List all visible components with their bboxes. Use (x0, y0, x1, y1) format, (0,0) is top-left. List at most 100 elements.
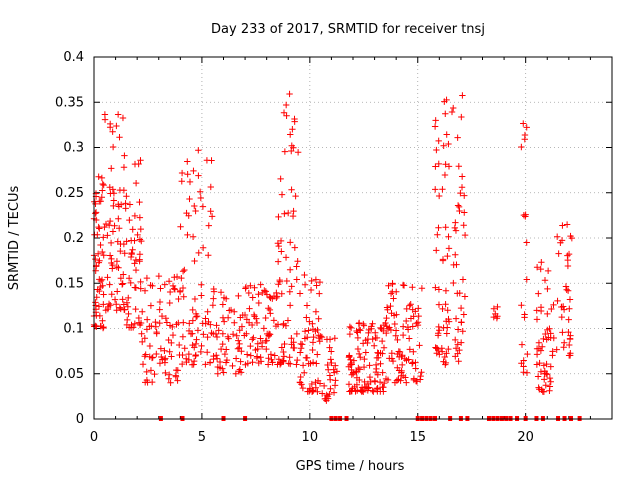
data-point (523, 276, 530, 283)
data-point (440, 142, 447, 149)
data-point (373, 365, 380, 373)
data-point (407, 301, 414, 308)
data-point (97, 283, 104, 291)
data-point (205, 222, 212, 229)
data-point (382, 375, 390, 383)
data-point (137, 319, 145, 327)
data-point (418, 285, 426, 292)
data-point (132, 305, 139, 313)
data-point (190, 357, 198, 365)
data-point (294, 149, 302, 156)
data-point (377, 360, 384, 367)
data-point (436, 351, 443, 358)
data-point (250, 311, 258, 319)
data-point (266, 293, 273, 301)
data-point (560, 339, 568, 346)
data-point (315, 315, 322, 322)
data-point (438, 348, 446, 355)
data-point (178, 169, 186, 177)
data-point (139, 338, 146, 346)
data-point (457, 339, 465, 346)
data-point (518, 302, 525, 309)
data-point (208, 157, 215, 164)
data-point (217, 289, 225, 296)
data-point (190, 361, 197, 368)
data-point (558, 313, 565, 321)
data-point (191, 295, 199, 303)
data-point (213, 322, 220, 329)
data-point (452, 336, 459, 344)
data-point (452, 353, 459, 360)
data-point (219, 301, 227, 308)
data-point (221, 350, 229, 358)
data-point (356, 366, 364, 373)
data-point (523, 239, 530, 246)
data-point (264, 361, 272, 368)
data-point (137, 225, 144, 233)
data-point (95, 303, 103, 310)
data-point (161, 356, 168, 364)
data-point (281, 340, 288, 348)
data-point (278, 248, 285, 255)
data-point (105, 300, 113, 308)
data-point (231, 308, 238, 315)
data-point (494, 303, 501, 311)
data-point (102, 220, 110, 228)
data-point (180, 293, 187, 300)
data-point (214, 370, 222, 377)
data-point (333, 368, 341, 375)
data-point (352, 368, 360, 376)
data-point (454, 326, 462, 333)
data-point (115, 215, 122, 222)
data-point (117, 201, 125, 208)
data-point (282, 101, 290, 109)
data-point (566, 305, 573, 312)
data-point (100, 291, 107, 298)
data-point (93, 293, 100, 301)
data-point (115, 264, 122, 272)
data-point (121, 152, 128, 159)
data-point (399, 323, 407, 330)
data-point (292, 192, 299, 200)
data-point (247, 352, 254, 359)
data-point (125, 294, 132, 302)
data-point (288, 142, 295, 149)
data-point (219, 330, 227, 337)
data-point (441, 353, 448, 361)
data-point (286, 266, 294, 274)
data-point (203, 349, 211, 356)
data-point (306, 385, 314, 392)
data-point (129, 226, 136, 233)
data-point (390, 295, 397, 302)
data-point (331, 382, 339, 389)
data-point (289, 126, 296, 133)
data-point (328, 348, 335, 355)
data-point (299, 362, 307, 369)
data-point (106, 217, 114, 225)
data-point (555, 250, 562, 257)
data-point (275, 242, 282, 250)
data-point (547, 363, 554, 370)
data-point (124, 303, 132, 310)
y-tick-label: 0.2 (63, 231, 84, 246)
data-point (156, 298, 164, 306)
data-point (542, 330, 549, 338)
data-point (324, 361, 331, 369)
data-point (457, 189, 464, 197)
data-point (131, 160, 139, 168)
data-point (391, 320, 398, 328)
data-point (219, 365, 226, 372)
data-point (232, 370, 240, 377)
data-point (166, 348, 173, 355)
data-point (566, 341, 573, 349)
data-point (219, 314, 227, 321)
data-point (435, 224, 442, 231)
data-point (260, 325, 268, 332)
data-point (523, 124, 530, 131)
data-point (189, 306, 196, 314)
data-point (94, 231, 101, 239)
data-point (270, 317, 278, 324)
axis-ticks: 0 0.05 0.1 0.15 0.2 0.25 0.3 0.35 0.4 0 5 10 15 20 (55, 50, 612, 445)
data-point (520, 357, 527, 364)
